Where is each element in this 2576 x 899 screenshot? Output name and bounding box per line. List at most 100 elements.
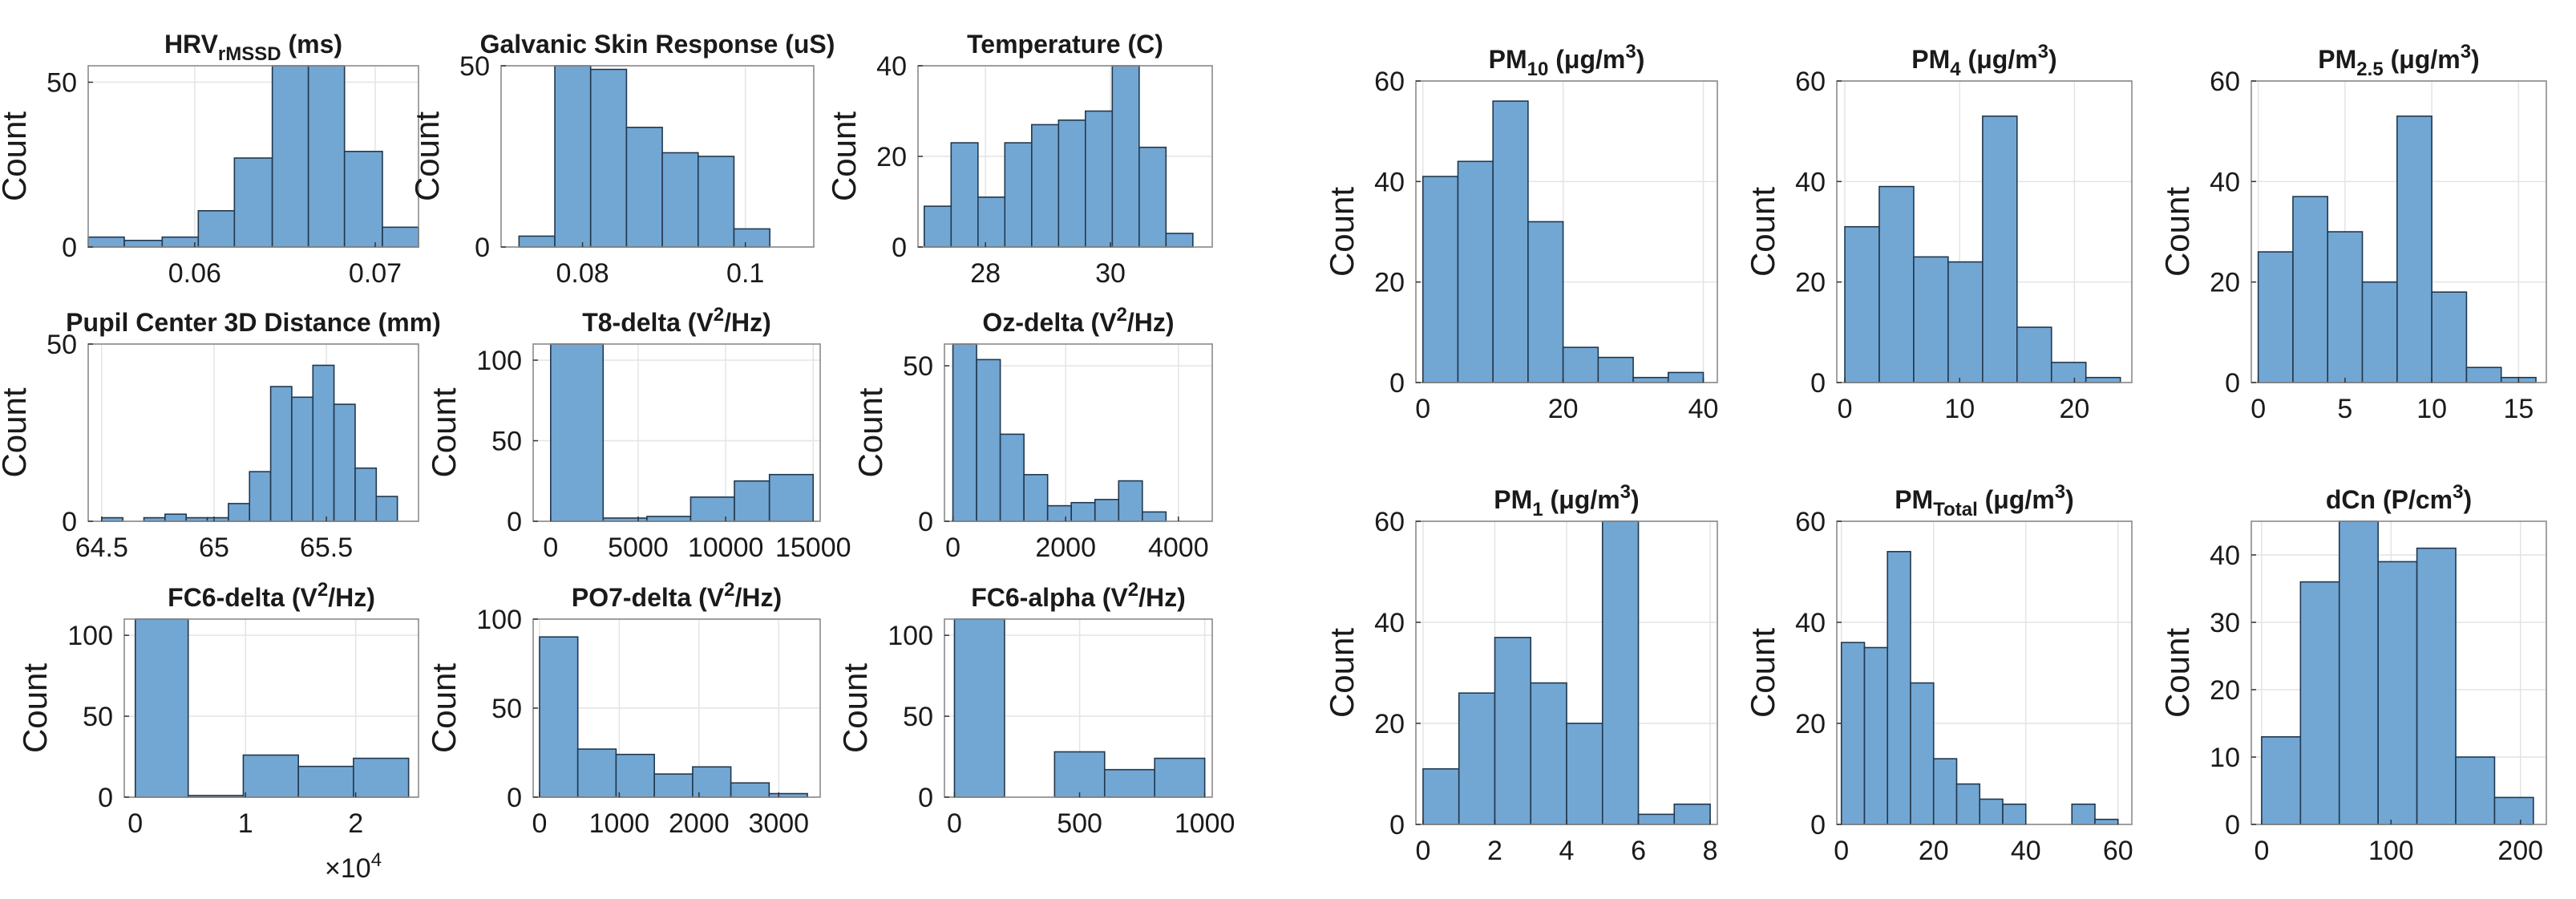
axes-frame (2250, 80, 2547, 383)
y-tick-label: 30 (2210, 608, 2240, 638)
y-axis-label: Count (425, 387, 463, 477)
histogram-bar (2396, 115, 2432, 383)
x-tick-label: 2000 (669, 808, 730, 839)
histogram-bar (1494, 637, 1532, 825)
x-tick-label: 500 (1057, 808, 1102, 839)
x-tick-label: 8 (1703, 836, 1718, 866)
histogram-bar (354, 467, 378, 522)
histogram-bar (2261, 735, 2302, 825)
y-tick-label: 40 (2210, 167, 2240, 197)
histogram-bar (1637, 813, 1676, 825)
y-axis-label: Count (408, 111, 446, 201)
subplot-2: 0.08 0.1 0 50 Count Galvanic Skin Response (u… (408, 30, 835, 289)
histogram-bar (539, 636, 579, 798)
histogram-bar (1457, 160, 1494, 383)
y-tick-label: 0 (1810, 810, 1826, 840)
subplot-title: HRVrMSSD (ms) (164, 30, 342, 65)
histogram-bar (999, 433, 1025, 522)
subplot-14: 0 20 40 60 0 20 40 60 Count PMTotal (μg/m3) (1744, 481, 2133, 866)
histogram-bar (576, 748, 617, 798)
y-tick-label: 50 (491, 427, 522, 457)
subplot-title: PM10 (μg/m3) (1489, 41, 1645, 80)
x-tick-label: 0.06 (168, 258, 221, 289)
x-tick-label: 40 (1688, 394, 1719, 424)
histogram-bar (87, 236, 125, 248)
subplot-9: 0 500 1000 0 50 100 Count FC6-alpha (V2/Hz) (836, 579, 1235, 839)
y-axis-label: Count (825, 111, 863, 201)
x-tick-label: 0.1 (726, 258, 764, 289)
histogram-bar (2292, 196, 2329, 383)
y-tick-label: 40 (1374, 608, 1405, 638)
histogram-bar (297, 765, 354, 798)
y-axis-label: Count (1744, 628, 1781, 718)
histogram-bar (1673, 803, 1711, 825)
y-tick-label: 50 (459, 51, 490, 82)
histogram-bar (2071, 803, 2096, 825)
x-tick-label: 0 (945, 533, 960, 563)
subplot-title: Oz-delta (V2/Hz) (982, 304, 1174, 337)
histogram-bar (1982, 115, 2018, 383)
y-tick-label: 20 (876, 142, 907, 172)
subplot-title: PM2.5 (μg/m3) (2318, 41, 2479, 80)
y-tick-label: 10 (2210, 743, 2240, 773)
histogram-bar (734, 480, 770, 522)
x-tick-label: 20 (1919, 836, 1949, 866)
x-tick-label: 2000 (1035, 533, 1096, 563)
y-tick-label: 0 (475, 233, 490, 263)
histogram-bar (2455, 756, 2496, 825)
histogram-bar (615, 753, 655, 798)
histogram-bar (1878, 185, 1915, 383)
subplot-8: 0 1000 2000 3000 0 50 100 Count PO7-delta (V2/Hz… (425, 579, 821, 839)
y-tick-label: 100 (67, 621, 113, 651)
y-axis-label: Count (16, 663, 54, 753)
x-tick-label: 0 (1838, 394, 1853, 424)
histogram-bar (2257, 251, 2294, 383)
y-tick-label: 0 (892, 233, 907, 263)
x-tick-label: 60 (2103, 836, 2133, 866)
axes-frame (2250, 520, 2547, 825)
histogram-bar (2338, 520, 2379, 825)
histogram-bar (1562, 346, 1599, 383)
x-tick-label: 4 (1559, 836, 1575, 866)
y-tick-label: 50 (903, 351, 933, 382)
y-tick-label: 60 (2210, 67, 2240, 97)
axes-frame (1836, 520, 2133, 825)
histogram-bar (1492, 100, 1529, 383)
subplot-title: Galvanic Skin Response (uS) (480, 30, 835, 59)
histogram-bar (164, 513, 187, 522)
y-tick-label: 100 (476, 605, 522, 635)
histogram-bar (653, 773, 694, 798)
subplot-title: PO7-delta (V2/Hz) (572, 579, 782, 612)
histogram-bar (2050, 362, 2087, 383)
x-tick-label: 10000 (688, 533, 764, 563)
histogram-bar (1165, 233, 1194, 248)
histogram-bar (2002, 803, 2027, 825)
subplot-title: PMTotal (μg/m3) (1895, 481, 2074, 520)
histogram-bar (953, 618, 1005, 798)
y-tick-label: 0 (2225, 810, 2240, 840)
histogram-bar (692, 766, 732, 798)
y-tick-label: 50 (47, 68, 77, 99)
axes-frame (944, 618, 1213, 798)
histogram-bar (952, 343, 977, 522)
x-tick-label: 0 (127, 808, 143, 839)
x-tick-label: 5 (2337, 394, 2352, 424)
x-tick-label: 0 (2254, 836, 2269, 866)
histogram-bar (161, 236, 200, 248)
x-tick-label: 100 (2368, 836, 2414, 866)
histogram-bar (689, 496, 735, 522)
x-tick-label: 65 (199, 533, 229, 563)
histogram-bar (1667, 371, 1705, 383)
x-tick-label: 3000 (748, 808, 809, 839)
histogram-bar (2465, 366, 2502, 383)
y-axis-label: Count (1744, 187, 1781, 277)
subplot-15: 0 100 200 0 10 20 30 40 Count dCn (P/cm3) (2158, 481, 2547, 866)
x-tick-label: 10 (2416, 394, 2447, 424)
y-tick-label: 0 (2225, 368, 2240, 399)
x-tick-label: 5000 (608, 533, 669, 563)
axes-frame (1836, 80, 2133, 383)
histogram-bar (1118, 480, 1143, 522)
histogram-bar (1046, 504, 1073, 522)
histogram-bar (589, 68, 628, 248)
